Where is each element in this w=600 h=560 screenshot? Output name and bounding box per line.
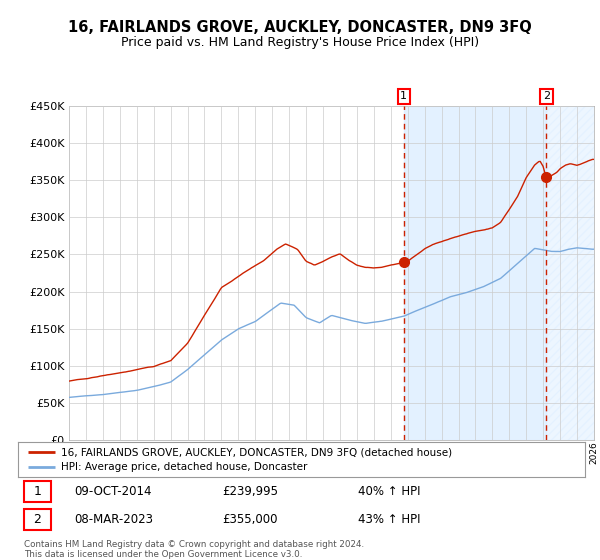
Text: HPI: Average price, detached house, Doncaster: HPI: Average price, detached house, Donc… xyxy=(61,463,307,473)
Text: 40% ↑ HPI: 40% ↑ HPI xyxy=(358,485,421,498)
Text: 08-MAR-2023: 08-MAR-2023 xyxy=(75,513,154,526)
Text: 2: 2 xyxy=(34,513,41,526)
Text: 43% ↑ HPI: 43% ↑ HPI xyxy=(358,513,421,526)
Text: 16, FAIRLANDS GROVE, AUCKLEY, DONCASTER, DN9 3FQ: 16, FAIRLANDS GROVE, AUCKLEY, DONCASTER,… xyxy=(68,20,532,35)
Text: This data is licensed under the Open Government Licence v3.0.: This data is licensed under the Open Gov… xyxy=(24,550,302,559)
Text: 1: 1 xyxy=(400,91,407,101)
Bar xyxy=(404,106,546,440)
Text: £239,995: £239,995 xyxy=(222,485,278,498)
Text: Contains HM Land Registry data © Crown copyright and database right 2024.: Contains HM Land Registry data © Crown c… xyxy=(24,540,364,549)
FancyBboxPatch shape xyxy=(23,509,51,530)
Bar xyxy=(546,106,600,440)
Text: 1: 1 xyxy=(34,485,41,498)
Text: 2: 2 xyxy=(542,91,550,101)
FancyBboxPatch shape xyxy=(23,481,51,502)
Text: £355,000: £355,000 xyxy=(222,513,278,526)
Text: 16, FAIRLANDS GROVE, AUCKLEY, DONCASTER, DN9 3FQ (detached house): 16, FAIRLANDS GROVE, AUCKLEY, DONCASTER,… xyxy=(61,447,452,457)
Text: Price paid vs. HM Land Registry's House Price Index (HPI): Price paid vs. HM Land Registry's House … xyxy=(121,36,479,49)
Text: 09-OCT-2014: 09-OCT-2014 xyxy=(75,485,152,498)
